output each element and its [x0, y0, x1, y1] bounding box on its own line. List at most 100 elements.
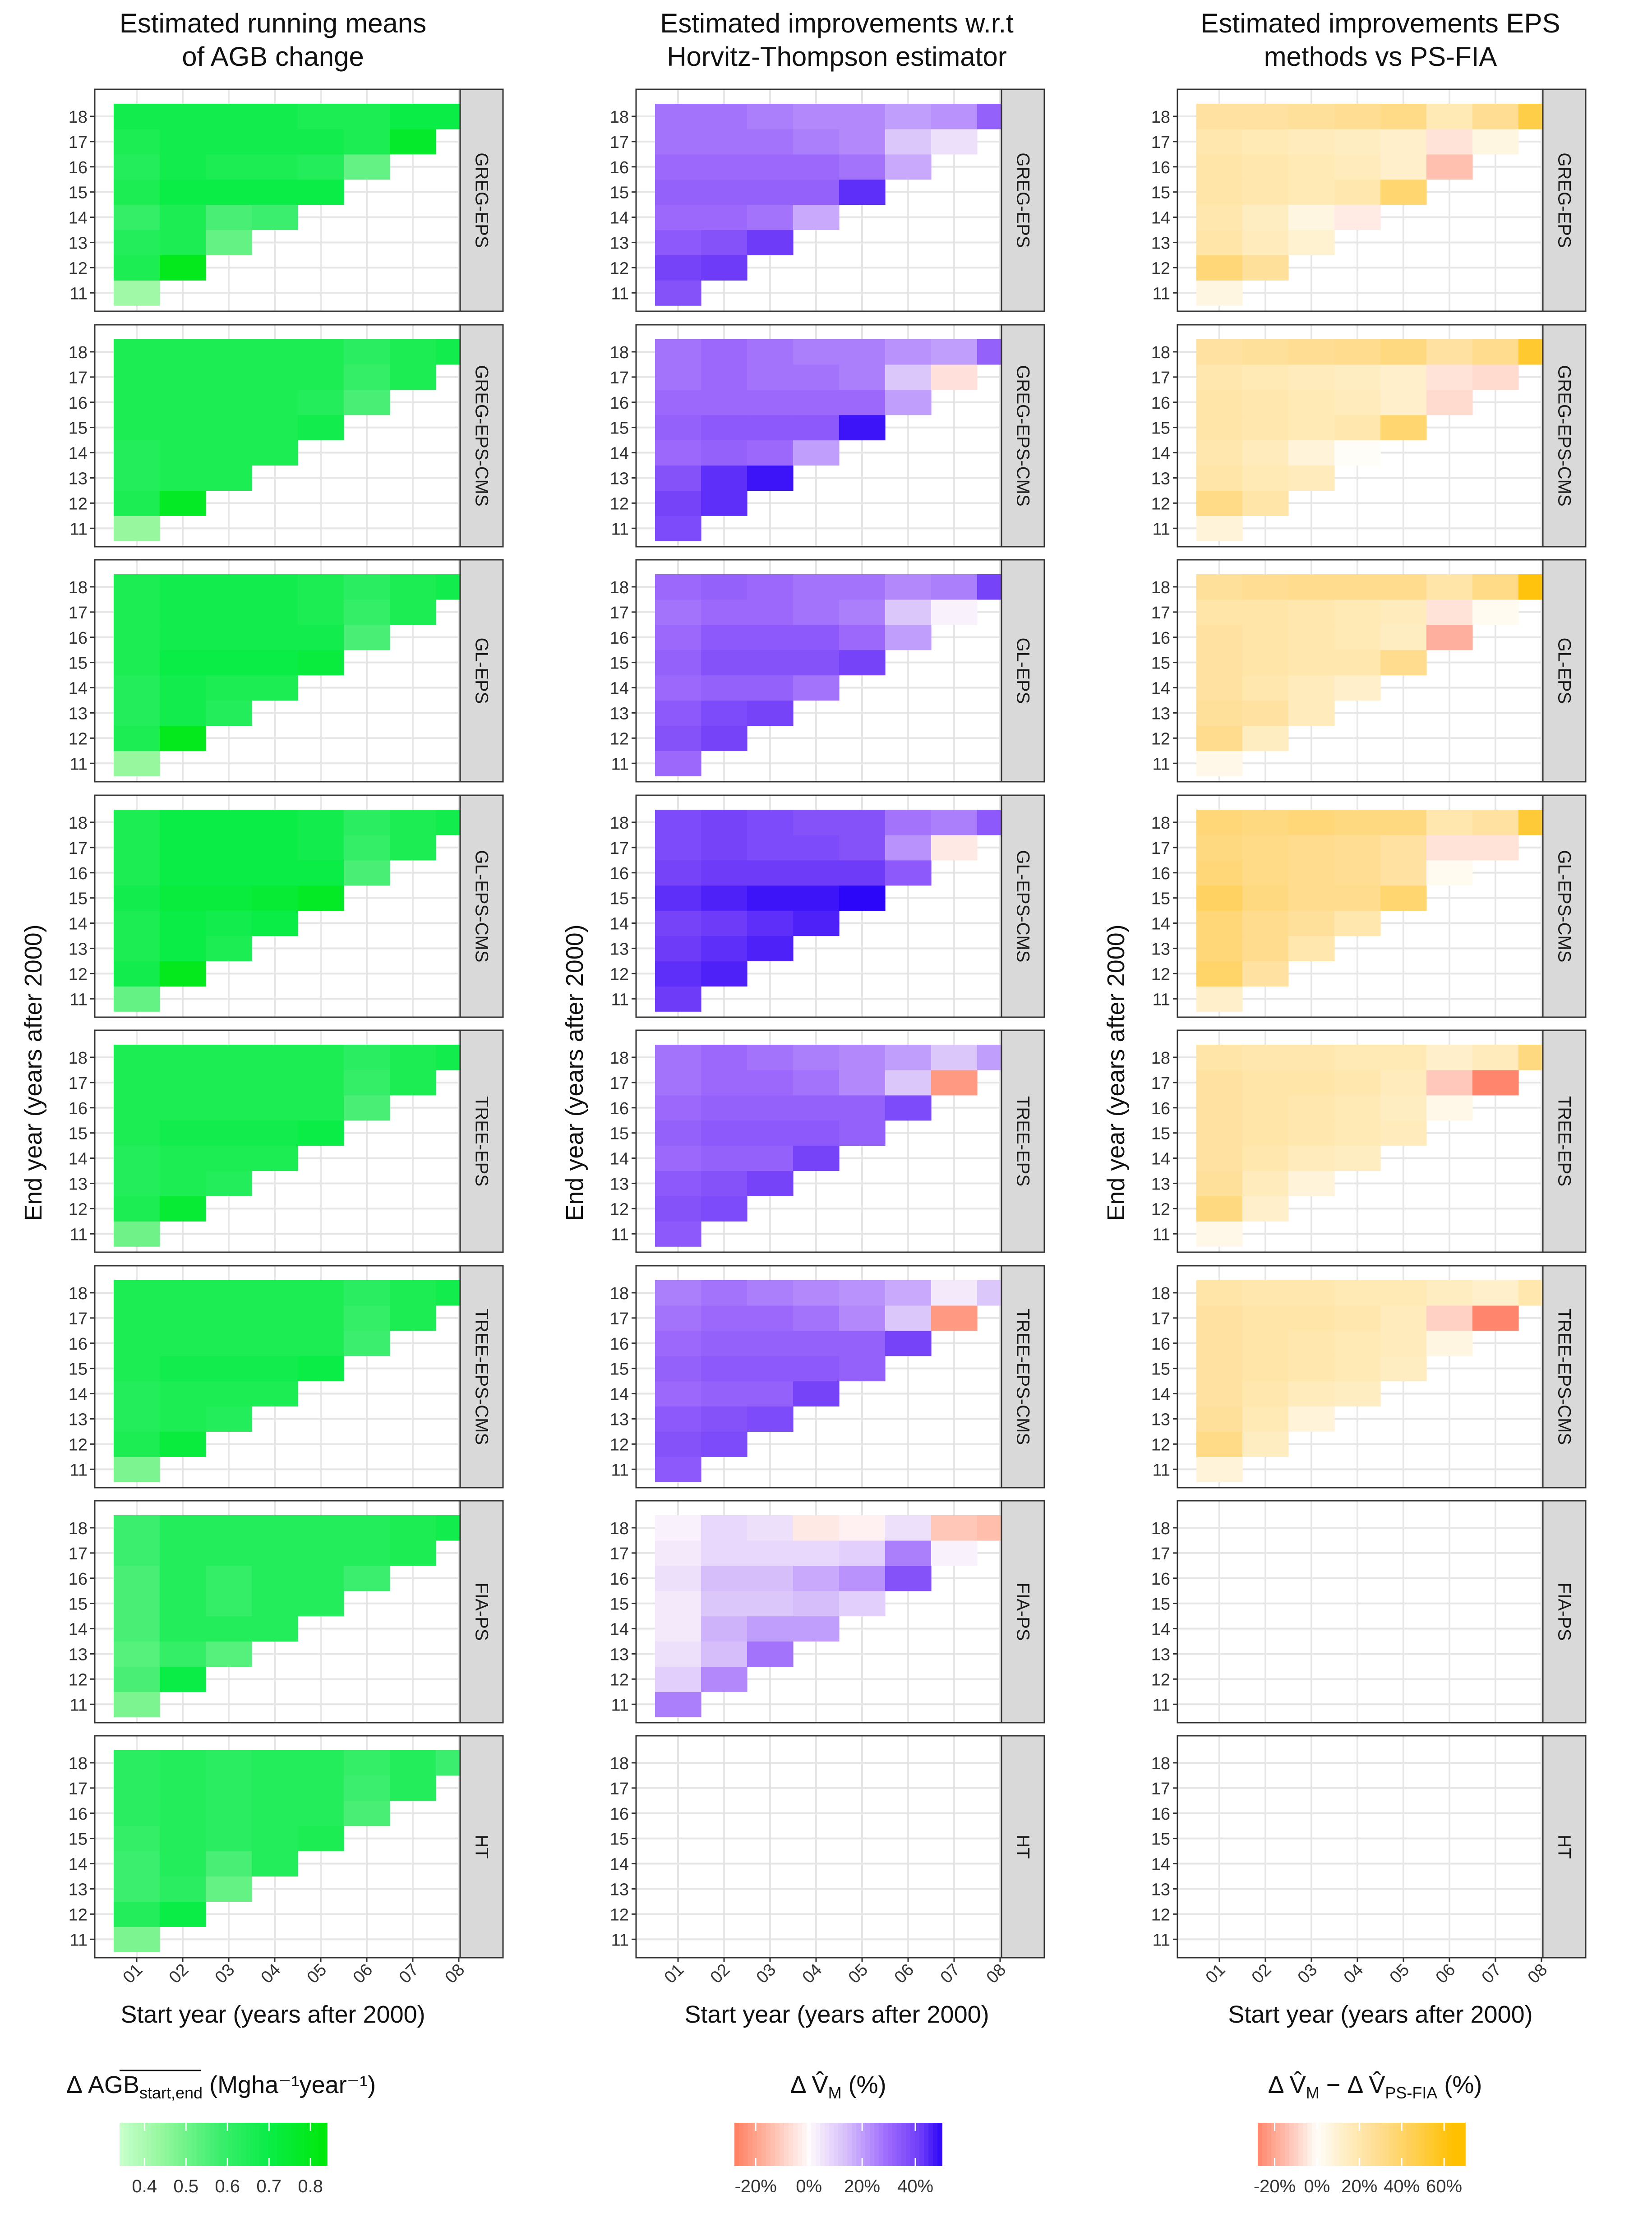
- facet-strip: [1001, 324, 1045, 548]
- heatmap-cell: [793, 599, 840, 625]
- panel-agb-gl-eps-cms: 11 12 13 14 15 16 17 18 GL-EPS-CMS: [69, 794, 504, 1018]
- heatmap-cell: [1196, 961, 1243, 987]
- heatmap-cell: [1334, 834, 1381, 861]
- y-tick-label: 17: [1151, 1074, 1170, 1093]
- heatmap-cell: [655, 1515, 701, 1541]
- legend-colorbar-segment: [1285, 2123, 1290, 2166]
- heatmap-cell: [1196, 751, 1243, 776]
- y-tick-label: 13: [1151, 1880, 1170, 1899]
- heatmap-cell: [1196, 1171, 1243, 1196]
- legend-colorbar-segment: [928, 2123, 933, 2166]
- y-tick-label: 18: [610, 1049, 629, 1068]
- heatmap-cell: [160, 364, 206, 390]
- y-tick-label: 11: [611, 284, 629, 303]
- heatmap-cell: [160, 1641, 206, 1667]
- y-tick-label: 15: [69, 1830, 88, 1849]
- y-tick-label: 16: [69, 394, 88, 413]
- legend-colorbar-segment: [775, 2123, 780, 2166]
- heatmap-cell: [655, 415, 701, 441]
- heatmap-cell: [298, 1120, 344, 1146]
- heatmap-cell: [701, 599, 748, 625]
- heatmap-cell: [793, 1045, 840, 1070]
- heatmap-cell: [701, 860, 748, 886]
- heatmap-cell: [1334, 415, 1381, 441]
- y-tick-label: 14: [69, 1620, 88, 1639]
- heatmap-cell: [114, 751, 160, 776]
- legend-tick-label: -20%: [1254, 2176, 1296, 2196]
- heatmap-cell: [1242, 440, 1289, 466]
- y-tick-label: 11: [1153, 1931, 1170, 1950]
- heatmap-cell: [1242, 574, 1289, 600]
- y-tick-label: 14: [69, 1385, 88, 1404]
- panel-background: [1177, 1736, 1543, 1958]
- heatmap-cell: [1242, 1120, 1289, 1146]
- legend-colorbar-segment: [187, 2123, 192, 2166]
- legend-colorbar-segment: [1361, 2123, 1366, 2166]
- heatmap-cell: [1196, 885, 1243, 911]
- heatmap-cell: [885, 1070, 932, 1096]
- heatmap-cell: [1288, 700, 1335, 726]
- heatmap-cell: [160, 650, 206, 676]
- heatmap-cell: [344, 1540, 390, 1566]
- heatmap-cell: [747, 910, 794, 936]
- heatmap-cell: [839, 834, 886, 861]
- heatmap-cell: [931, 1305, 978, 1331]
- heatmap-cell: [1242, 465, 1289, 491]
- y-tick-label: 13: [1151, 1645, 1170, 1664]
- heatmap-cell: [114, 465, 160, 491]
- y-tick-label: 17: [1151, 1544, 1170, 1563]
- column-title-2-line-2: Horvitz-Thompson estimator: [667, 41, 1007, 72]
- heatmap-cell: [747, 1515, 794, 1541]
- y-tick-label: 17: [69, 1780, 88, 1798]
- legend-colorbar-segment: [156, 2123, 161, 2166]
- heatmap-cell: [1380, 885, 1427, 911]
- heatmap-cell: [1426, 860, 1473, 886]
- legend-title: Δ AGBstart,end (Mgha⁻¹year⁻¹): [66, 2071, 376, 2102]
- heatmap-cell: [114, 339, 160, 365]
- y-tick-label: 12: [69, 1435, 88, 1454]
- heatmap-cell: [1472, 104, 1519, 129]
- heatmap-cell: [1242, 154, 1289, 180]
- y-tick-label: 11: [611, 1225, 629, 1244]
- column-title-2-line-1: Estimated improvements w.r.t: [660, 8, 1014, 38]
- legend-tick-label: 0%: [1304, 2176, 1330, 2196]
- heatmap-cell: [747, 364, 794, 390]
- heatmap-cell: [747, 465, 794, 491]
- heatmap-cell: [747, 204, 794, 231]
- legend-colorbar-segment: [739, 2123, 744, 2166]
- heatmap-cell: [206, 910, 252, 936]
- legend-colorbar-segment: [309, 2123, 314, 2166]
- heatmap-cell: [1242, 1280, 1289, 1306]
- y-tick-label: 17: [1151, 839, 1170, 858]
- heatmap-cell: [1334, 129, 1381, 155]
- heatmap-cell: [1288, 1120, 1335, 1146]
- heatmap-cell: [793, 129, 840, 155]
- heatmap-cell: [206, 860, 252, 886]
- heatmap-cell: [931, 1515, 978, 1541]
- heatmap-cell: [701, 230, 748, 255]
- heatmap-cell: [747, 104, 794, 129]
- x-tick-label: 06: [1432, 1960, 1459, 1987]
- heatmap-cell: [298, 364, 344, 390]
- heatmap-cell: [747, 1355, 794, 1382]
- y-tick-label: 18: [69, 343, 88, 362]
- y-tick-label: 17: [69, 1074, 88, 1093]
- y-tick-label: 18: [1151, 1049, 1170, 1068]
- legend-colorbar-segment: [1343, 2123, 1348, 2166]
- heatmap-cell: [701, 204, 748, 231]
- heatmap-cell: [655, 1221, 701, 1247]
- heatmap-cell: [1196, 490, 1243, 516]
- heatmap-cell: [114, 1171, 160, 1196]
- facet-strip-label: TREE-EPS-CMS: [1555, 1309, 1574, 1445]
- heatmap-cell: [114, 1826, 160, 1852]
- heatmap-cell: [655, 599, 701, 625]
- heatmap-cell: [1288, 1070, 1335, 1096]
- heatmap-cell: [160, 1901, 206, 1927]
- heatmap-cell: [747, 179, 794, 205]
- heatmap-cell: [1196, 1196, 1243, 1222]
- heatmap-cell: [793, 1565, 840, 1591]
- heatmap-cell: [747, 1095, 794, 1121]
- heatmap-cell: [701, 1070, 748, 1096]
- heatmap-cell: [1288, 104, 1335, 129]
- legend-colorbar-segment: [888, 2123, 893, 2166]
